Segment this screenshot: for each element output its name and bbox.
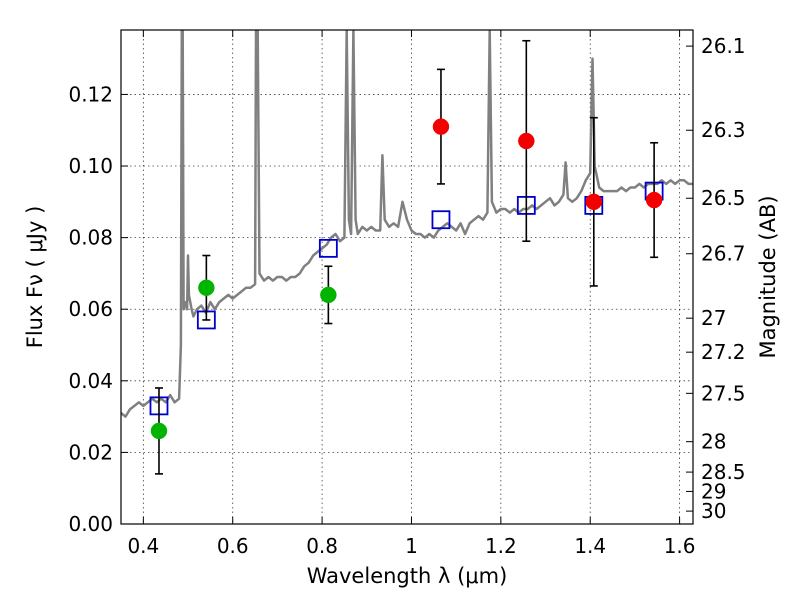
right-tick-label: 27.5 bbox=[701, 381, 746, 405]
y-tick-label: 0.00 bbox=[68, 512, 113, 536]
y-tick-label: 0.02 bbox=[68, 440, 113, 464]
x-tick-label: 0.6 bbox=[217, 534, 249, 558]
right-axis-label: Magnitude (AB) bbox=[756, 195, 780, 358]
plot-frame bbox=[120, 29, 694, 525]
data-point bbox=[518, 132, 535, 150]
axis-ticks: 0.4 0.6 0.8 1 1.2 1.4 1.6 0.00 0.02 0.04 0.06 0.08 0… bbox=[68, 30, 746, 558]
data-point bbox=[585, 193, 603, 211]
right-tick-label: 26.5 bbox=[701, 186, 746, 210]
right-tick-label: 27.2 bbox=[701, 340, 746, 364]
y-tick-label: 0.10 bbox=[68, 154, 113, 178]
data-point bbox=[645, 191, 663, 209]
model-square-marker bbox=[431, 210, 451, 230]
x-axis-label: Wavelength λ (μm) bbox=[307, 564, 508, 588]
data-point bbox=[150, 422, 168, 440]
observed-photometry-markers bbox=[150, 118, 663, 440]
x-tick-label: 0.4 bbox=[127, 534, 159, 558]
right-tick-label: 26.7 bbox=[701, 242, 746, 266]
right-tick-label: 29 bbox=[701, 479, 726, 503]
x-tick-label: 1.4 bbox=[574, 534, 606, 558]
x-tick-label: 1.6 bbox=[664, 534, 696, 558]
y-tick-label: 0.06 bbox=[68, 297, 113, 321]
y-axis-label: Flux Fν ( μJy ) bbox=[23, 206, 47, 349]
y-tick-label: 0.08 bbox=[68, 226, 113, 250]
x-tick-label: 0.8 bbox=[306, 534, 338, 558]
right-tick-label: 27 bbox=[701, 306, 726, 330]
y-tick-label: 0.04 bbox=[68, 369, 113, 393]
data-point bbox=[320, 286, 337, 304]
right-tick-label: 28.5 bbox=[701, 460, 746, 484]
data-point bbox=[198, 279, 215, 296]
right-tick-label: 30 bbox=[701, 499, 726, 523]
right-tick-label: 28 bbox=[701, 430, 726, 454]
y-tick-label: 0.12 bbox=[68, 82, 113, 106]
spectrum-line bbox=[121, 30, 693, 418]
data-point bbox=[432, 118, 450, 135]
right-tick-label: 26.1 bbox=[701, 34, 746, 58]
model-spectrum bbox=[121, 30, 693, 418]
right-tick-label: 26.3 bbox=[701, 118, 746, 142]
x-tick-label: 1.2 bbox=[485, 534, 517, 558]
x-tick-label: 1 bbox=[405, 534, 418, 558]
model-square-marker bbox=[318, 238, 338, 258]
